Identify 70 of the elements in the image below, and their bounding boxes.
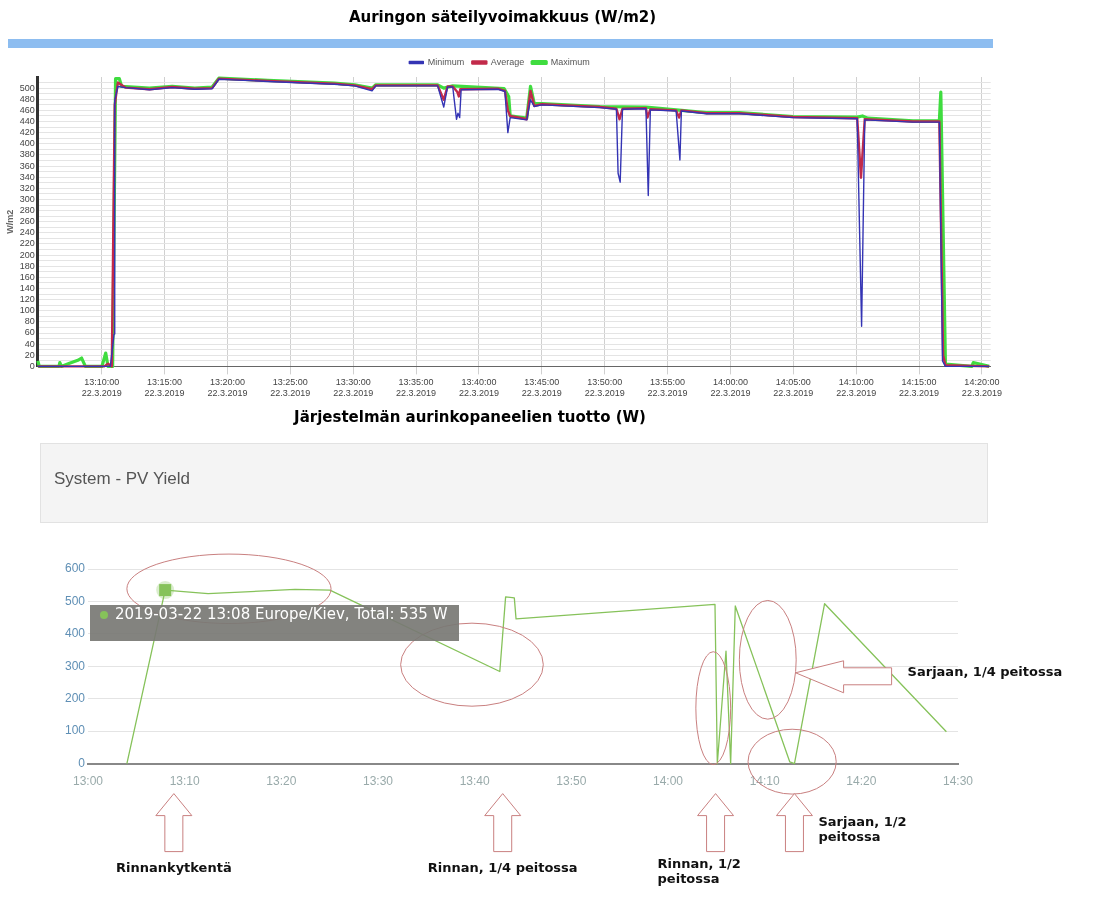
x-tick-label: 13:40:00 22.3.2019 (458, 377, 499, 399)
y-tick-label: 40 (24, 338, 35, 349)
x-tick-label: 13:40 (459, 774, 491, 789)
y-tick-label: 340 (19, 171, 35, 182)
y-tick-label: 240 (19, 227, 35, 238)
y-tick-label: 180 (19, 260, 35, 271)
chart-title: Auringon säteilyvoimakkuus (W/m2) (347, 8, 658, 26)
x-tick-label: 13:45:00 22.3.2019 (521, 377, 562, 399)
x-tick-label: 14:05:00 22.3.2019 (773, 377, 814, 399)
y-tick-label: 360 (19, 160, 35, 171)
x-tick-label: 13:10 (169, 774, 201, 789)
y-tick-label: 0 (78, 755, 86, 770)
x-tick-label: 14:15:00 22.3.2019 (899, 377, 940, 399)
y-tick-label: 100 (19, 305, 35, 316)
y-tick-label: 120 (19, 294, 35, 305)
y-tick-label: 200 (64, 691, 86, 706)
y-tick-label: 0 (29, 360, 35, 371)
y-tick-label: 460 (19, 104, 35, 115)
text: Rinnan, 1/2 peitossa (657, 855, 742, 886)
y-tick-label: 260 (19, 216, 35, 227)
y-tick-label: 20 (24, 349, 35, 360)
y-tick-label: 400 (19, 138, 35, 149)
y-tick-label: 480 (19, 93, 35, 104)
y-tick-label: 500 (19, 82, 35, 93)
x-tick-label: 13:20:00 22.3.2019 (207, 377, 248, 399)
y-tick-label: 200 (19, 249, 35, 260)
y-tick-label: 300 (19, 193, 35, 204)
x-tick-label: 14:20:00 22.3.2019 (961, 377, 1002, 399)
x-tick-label: 13:30 (363, 774, 394, 789)
annotation: 2019-03-22 13:08 Europe/Kiev, Total: 535 W (115, 605, 448, 624)
x-tick-label: 13:25:00 22.3.2019 (270, 377, 311, 399)
x-tick-label: 14:20 (846, 774, 877, 789)
chart-subtitle: System - PV Yield (54, 469, 191, 489)
x-tick-label: 13:20 (266, 774, 297, 789)
legend-label: Average (490, 56, 525, 67)
x-tick-label: 13:30:00 22.3.2019 (333, 377, 374, 399)
text: Rinnankytkentä (115, 859, 233, 875)
y-tick-label: 280 (19, 205, 35, 216)
y-tick-label: 220 (19, 238, 35, 249)
y-tick-label: 420 (19, 127, 35, 138)
y-tick-label: 160 (19, 271, 35, 282)
x-tick-label: 14:00:00 22.3.2019 (710, 377, 751, 399)
x-tick-label: 13:00 (73, 774, 104, 789)
y-tick-label: 440 (19, 116, 35, 127)
annotation: Sarjaan, 1/4 peitossa (907, 663, 1063, 679)
x-tick-label: 14:30 (942, 774, 974, 789)
y-tick-label: 80 (24, 316, 35, 327)
legend-label: Maximum (550, 56, 590, 67)
y-tick-label: 500 (64, 593, 86, 608)
y-tick-label: 300 (64, 658, 86, 673)
y-tick-label: 140 (19, 282, 35, 293)
y-tick-label: 600 (64, 561, 86, 576)
x-tick-label: 13:50:00 22.3.2019 (584, 377, 625, 399)
legend-label: Minimum (427, 56, 465, 67)
x-tick-label: 13:50 (556, 774, 587, 789)
x-tick-label: 13:15:00 22.3.2019 (144, 377, 185, 399)
x-tick-label: 13:55:00 22.3.2019 (647, 377, 688, 399)
chart-title: Järjestelmän aurinkopaneelien tuotto (W) (292, 408, 647, 426)
y-tick-label: 320 (19, 182, 35, 193)
y-tick-label: 400 (64, 626, 86, 641)
x-tick-label: 14:00 (652, 774, 684, 789)
text: Rinnan, 1/4 peitossa (426, 859, 579, 875)
y-tick-label: 60 (24, 327, 35, 338)
x-tick-label: 13:35:00 22.3.2019 (396, 377, 437, 399)
y-tick-label: 100 (64, 723, 86, 738)
x-tick-label: 13:10:00 22.3.2019 (81, 377, 122, 399)
x-tick-label: 14:10:00 22.3.2019 (836, 377, 877, 399)
y-tick-label: 380 (19, 149, 35, 160)
text: Sarjaan, 1/2 peitossa (818, 813, 908, 844)
y-axis-title: W/m2 (4, 209, 15, 234)
